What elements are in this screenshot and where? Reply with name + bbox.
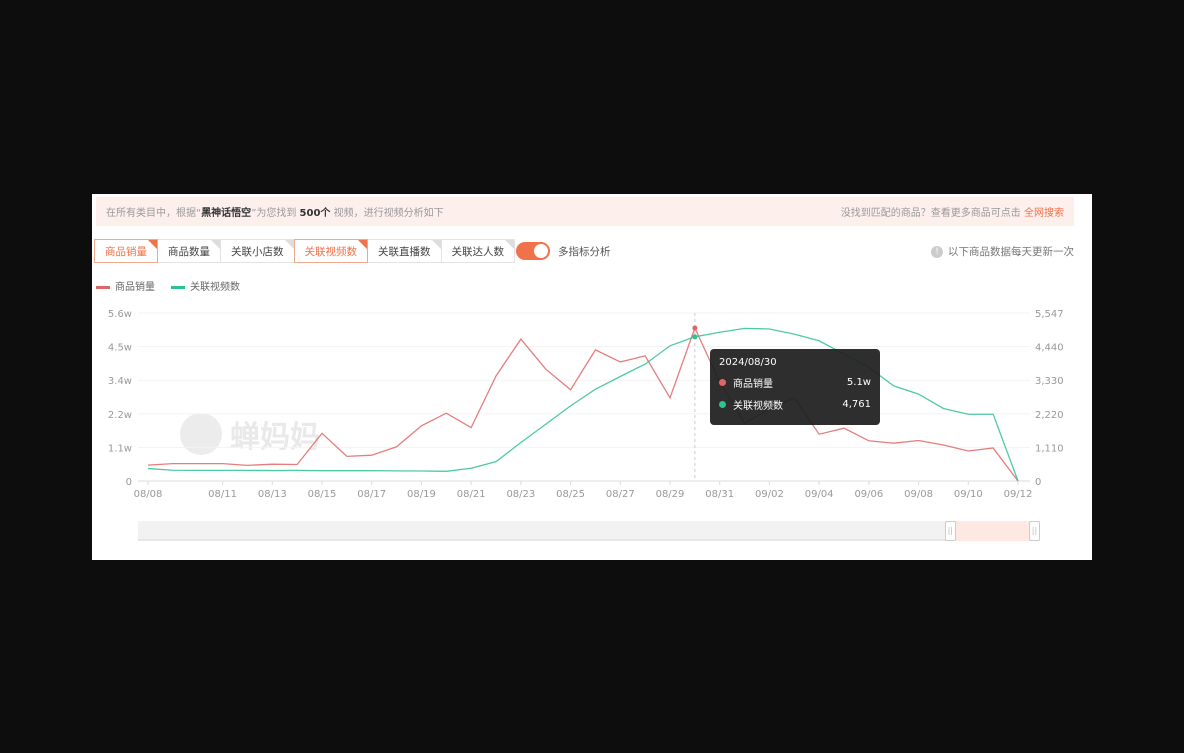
slider-handle-end[interactable]: || bbox=[1029, 521, 1040, 541]
watermark-text: 蝉妈妈 bbox=[230, 420, 320, 455]
line-chart: 0 0 1.1w 1,110 2.2w 2,220 3.4w 3,330 4.5w 4,440 5.… bbox=[108, 309, 1064, 500]
y-left-tick: 2.2w bbox=[108, 410, 132, 421]
banner-summary: 在所有类目中，根据“黑神话悟空”为您找到 500个 视频，进行视频分析如下 bbox=[106, 204, 444, 219]
multi-metric-toggle[interactable] bbox=[516, 242, 550, 260]
data-point bbox=[692, 325, 698, 331]
tooltip-date: 2024/08/30 bbox=[719, 357, 777, 368]
tab-label: 关联小店数 bbox=[231, 245, 284, 258]
tooltip-row-videos: 关联视频数 4,761 bbox=[719, 397, 871, 412]
check-corner-icon bbox=[358, 240, 367, 249]
tab-2[interactable]: 关联小店数 bbox=[220, 239, 295, 263]
slider-handle-start[interactable]: || bbox=[944, 521, 956, 541]
y-right-tick: 5,547 bbox=[1035, 309, 1064, 320]
tab-label: 关联达人数 bbox=[451, 245, 505, 258]
legend-label: 关联视频数 bbox=[190, 282, 240, 293]
watermark-logo bbox=[180, 413, 222, 455]
tooltip-row-sales: 商品销量 5.1w bbox=[719, 375, 871, 390]
info-icon: ! bbox=[931, 245, 943, 258]
y-right-tick: 0 bbox=[1035, 477, 1041, 488]
x-tick-label: 08/11 bbox=[208, 489, 237, 500]
slider-window[interactable] bbox=[949, 521, 1040, 541]
result-banner: 在所有类目中，根据“黑神话悟空”为您找到 500个 视频，进行视频分析如下 没找… bbox=[96, 197, 1074, 226]
tab-3[interactable]: 关联视频数 bbox=[293, 239, 368, 263]
x-tick-label: 08/15 bbox=[308, 489, 337, 500]
tab-label: 关联直播数 bbox=[378, 245, 431, 258]
result-count: 500个 bbox=[299, 208, 331, 219]
tooltip-value: 5.1w bbox=[846, 377, 871, 388]
check-corner-icon bbox=[505, 240, 514, 249]
note-text: 以下商品数据每天更新一次 bbox=[948, 246, 1074, 258]
x-tick-label: 09/02 bbox=[755, 489, 784, 500]
update-note: ! 以下商品数据每天更新一次 bbox=[931, 244, 1074, 259]
x-tick-label: 08/27 bbox=[606, 489, 635, 500]
x-tick-label: 08/31 bbox=[705, 489, 734, 500]
tooltip: 2024/08/30 商品销量 5.1w 关联视频数 4,761 bbox=[710, 349, 880, 425]
x-tick-label: 09/12 bbox=[1004, 489, 1033, 500]
x-tick-label: 08/21 bbox=[457, 489, 486, 500]
legend-sales[interactable]: 商品销量 bbox=[96, 278, 155, 293]
tab-5[interactable]: 关联达人数 bbox=[440, 239, 515, 263]
y-left-tick: 1.1w bbox=[108, 443, 132, 454]
tab-1[interactable]: 商品数量 bbox=[157, 239, 221, 263]
check-corner-icon bbox=[431, 240, 441, 249]
y-left-tick: 4.5w bbox=[108, 343, 132, 354]
banner-mid: ”为您找到 bbox=[251, 208, 300, 219]
banner-suffix: 视频，进行视频分析如下 bbox=[330, 208, 444, 219]
watermark: 蝉妈妈 bbox=[180, 412, 320, 456]
y-right-tick: 2,220 bbox=[1035, 410, 1064, 421]
x-tick-label: 09/08 bbox=[904, 489, 933, 500]
tooltip-name: 商品销量 bbox=[733, 379, 773, 390]
x-tick-label: 08/13 bbox=[258, 489, 287, 500]
x-tick-label: 09/04 bbox=[805, 489, 834, 500]
y-right-tick: 3,330 bbox=[1035, 376, 1064, 387]
y-left-tick: 3.4w bbox=[108, 376, 132, 387]
x-tick-label: 08/17 bbox=[357, 489, 386, 500]
tooltip-value: 4,761 bbox=[842, 399, 871, 410]
check-corner-icon bbox=[284, 240, 294, 249]
x-tick-label: 08/19 bbox=[407, 489, 436, 500]
series-line-0 bbox=[147, 326, 1019, 482]
y-left-tick: 0 bbox=[126, 477, 132, 488]
series-line-1 bbox=[147, 327, 1019, 482]
tab-label: 商品销量 bbox=[105, 245, 147, 258]
check-corner-icon bbox=[148, 240, 157, 249]
tab-0[interactable]: 商品销量 bbox=[94, 239, 158, 263]
y-right-tick: 4,440 bbox=[1035, 343, 1064, 354]
banner-right-text: 没找到匹配的商品？查看更多商品可点击 bbox=[840, 208, 1024, 219]
zoom-slider[interactable]: || || bbox=[138, 521, 1040, 541]
legend-videos[interactable]: 关联视频数 bbox=[171, 278, 240, 293]
tab-label: 关联视频数 bbox=[304, 245, 358, 258]
y-left-tick: 5.6w bbox=[108, 309, 132, 320]
metric-tabs: 商品销量 商品数量 关联小店数 关联视频数 关联直播数 关联达人数 bbox=[94, 239, 515, 263]
dot-icon bbox=[719, 401, 726, 408]
keyword: 黑神话悟空 bbox=[201, 208, 252, 219]
x-tick-label: 09/06 bbox=[854, 489, 883, 500]
dot-icon bbox=[719, 379, 726, 386]
x-tick-label: 08/08 bbox=[134, 489, 163, 500]
global-search-link[interactable]: 全网搜索 bbox=[1024, 208, 1064, 219]
toggle-label: 多指标分析 bbox=[558, 246, 611, 258]
x-tick-label: 08/29 bbox=[656, 489, 685, 500]
y-right-tick: 1,110 bbox=[1035, 443, 1064, 454]
legend: 商品销量 关联视频数 bbox=[96, 278, 240, 293]
tab-4[interactable]: 关联直播数 bbox=[367, 239, 442, 263]
x-tick-label: 09/10 bbox=[954, 489, 983, 500]
x-tick-label: 08/25 bbox=[556, 489, 585, 500]
data-point bbox=[692, 334, 698, 340]
legend-label: 商品销量 bbox=[115, 282, 155, 293]
tooltip-name: 关联视频数 bbox=[733, 401, 783, 412]
banner-prefix: 在所有类目中，根据“ bbox=[106, 208, 202, 219]
banner-right: 没找到匹配的商品？查看更多商品可点击 全网搜索 bbox=[841, 204, 1064, 219]
x-tick-label: 08/23 bbox=[506, 489, 535, 500]
trend-panel: 在所有类目中，根据“黑神话悟空”为您找到 500个 视频，进行视频分析如下 没找… bbox=[92, 194, 1092, 560]
tab-label: 商品数量 bbox=[168, 245, 210, 258]
check-corner-icon bbox=[211, 240, 220, 249]
